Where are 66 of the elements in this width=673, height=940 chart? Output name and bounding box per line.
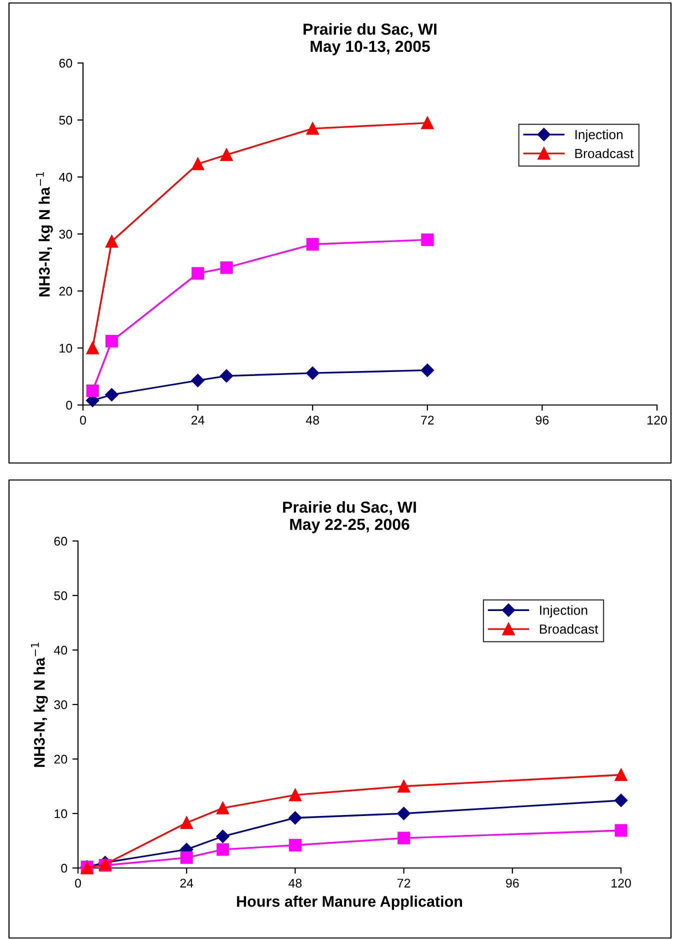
chart-title: Prairie du Sac, WI May 10-13, 2005 — [304, 23, 436, 56]
x-tick-label: 120 — [648, 416, 667, 425]
y-tick-label: 20 — [59, 286, 72, 296]
point — [306, 122, 319, 135]
x-tick-label: 0 — [75, 878, 81, 888]
y-axis-title: NH3-N, kg N ha$^{−1}$ — [36, 172, 53, 296]
point — [216, 843, 230, 856]
point — [614, 824, 628, 837]
point — [180, 851, 193, 864]
x-tick-label: 96 — [536, 416, 549, 425]
y-tick-label: 10 — [60, 344, 72, 353]
x-tick-label: 120 — [612, 878, 631, 888]
x-axis-title: Hours after Manure Application — [237, 896, 462, 910]
point — [288, 788, 302, 802]
point — [220, 148, 233, 162]
point — [306, 238, 319, 251]
x-tick-label: 96 — [506, 878, 519, 888]
point — [288, 838, 302, 852]
point — [86, 342, 99, 354]
x-tick-label: 24 — [191, 416, 204, 424]
x-tick-label: 48 — [288, 878, 302, 888]
point — [220, 369, 234, 383]
point — [306, 366, 320, 380]
legend-label: Broadcast — [575, 148, 634, 158]
x-tick-label: 72 — [421, 416, 434, 424]
point — [421, 116, 434, 130]
point — [398, 780, 410, 792]
point — [421, 233, 434, 246]
y-tick-label: 0 — [66, 400, 72, 410]
y-tick-label: 40 — [58, 172, 72, 182]
point — [420, 364, 434, 377]
y-tick-label: 50 — [59, 116, 72, 125]
point — [105, 388, 118, 402]
point — [86, 384, 99, 397]
point — [191, 374, 204, 388]
x-tick-label: 48 — [306, 416, 320, 425]
point — [288, 811, 302, 824]
legend-label: Injection — [575, 130, 623, 142]
y-tick-label: 60 — [54, 536, 68, 546]
x-tick-label: 24 — [180, 878, 194, 888]
point — [398, 832, 410, 844]
chart-title: Prairie du Sac, WI May 22-25, 2006 — [283, 501, 416, 534]
y-tick-label: 40 — [54, 646, 68, 655]
point — [397, 806, 410, 820]
legend-label: Injection — [540, 605, 588, 618]
point — [105, 334, 118, 348]
x-tick-label: 0 — [80, 416, 86, 425]
y-tick-label: 10 — [54, 809, 68, 818]
y-tick-label: 30 — [54, 700, 68, 710]
point — [192, 158, 204, 170]
point — [180, 816, 193, 830]
point — [192, 267, 204, 280]
point — [614, 794, 628, 808]
y-tick-label: 20 — [54, 754, 68, 764]
y-axis-title: NH3-N, kg N ha$^{−1}$ — [31, 642, 48, 767]
x-tick-label: 72 — [397, 878, 410, 888]
legend-label: Broadcast — [540, 624, 598, 634]
y-tick-label: 60 — [59, 58, 72, 68]
y-tick-label: 0 — [61, 864, 68, 873]
point — [614, 768, 628, 782]
point — [216, 802, 230, 814]
point — [220, 261, 233, 274]
point — [105, 235, 118, 248]
y-tick-label: 30 — [59, 230, 72, 239]
y-tick-label: 50 — [54, 591, 68, 600]
point — [216, 830, 230, 843]
